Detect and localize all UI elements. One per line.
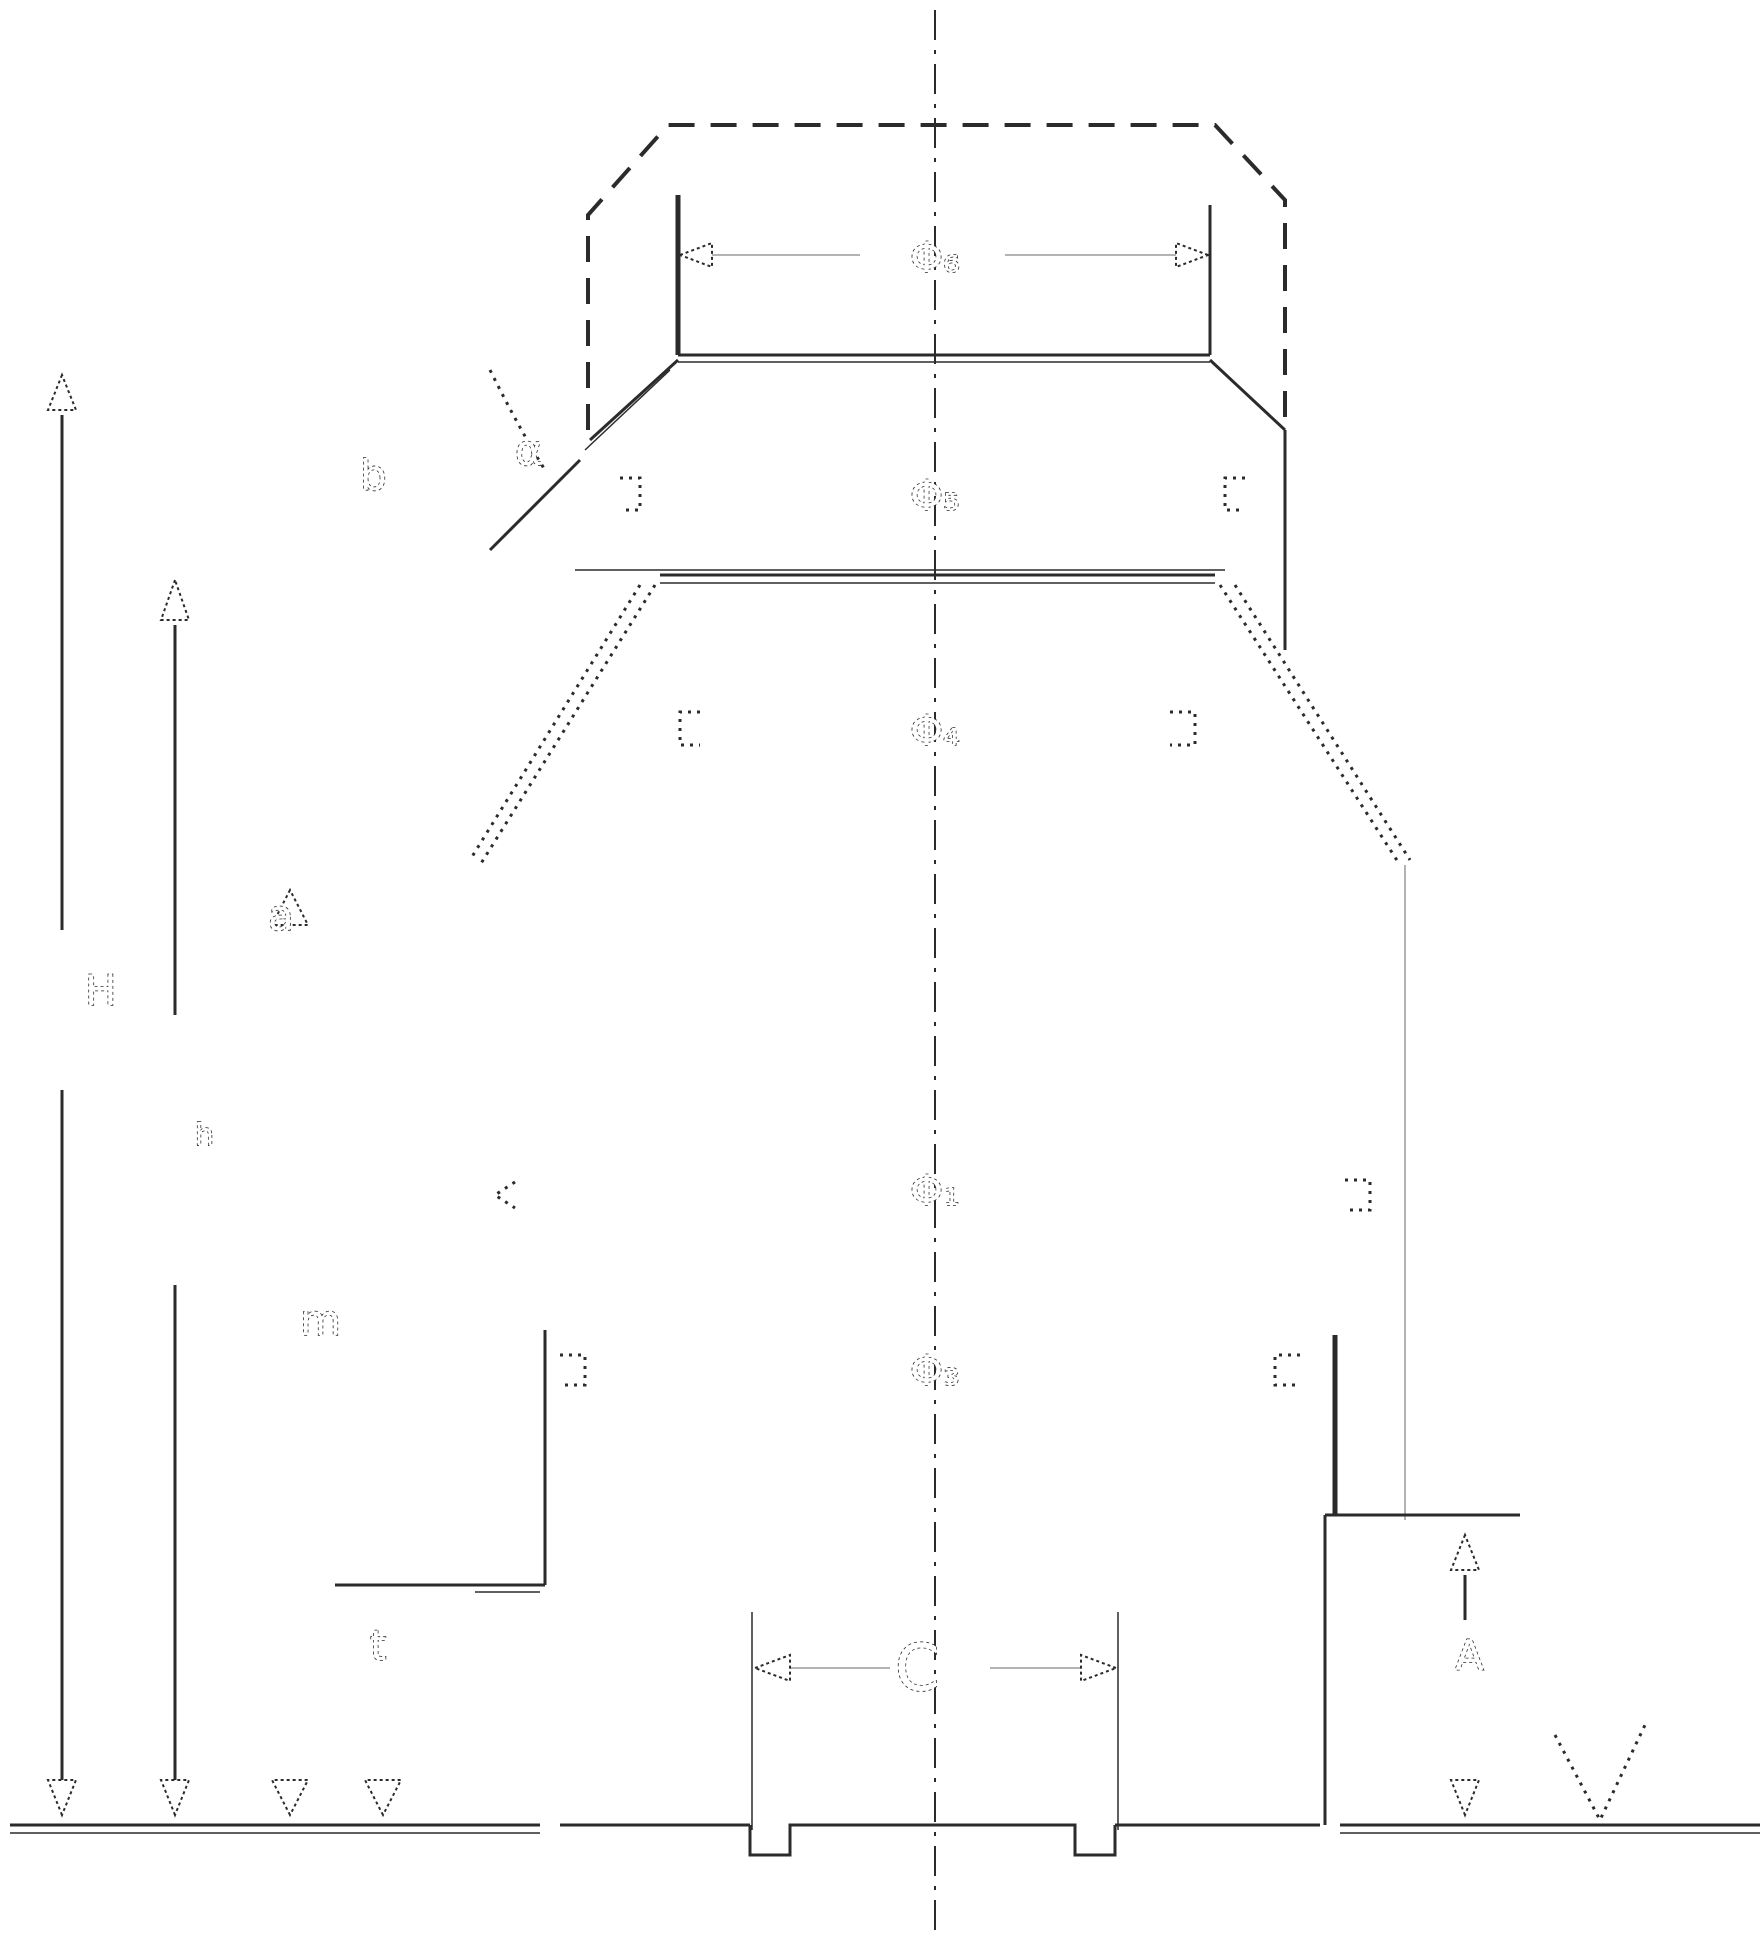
dim-A [1449,1532,1481,1818]
top-width-dimension [677,241,1211,269]
upper-cone [584,358,1287,650]
label-height-outer: H [85,966,117,1015]
label-section-3: Φ₃ [910,1346,960,1395]
label-dim-b: b [360,451,387,500]
label-dim-a: a [268,891,294,940]
section-4-markers [678,710,1197,747]
label-section-1: Φ₁ [910,1166,960,1215]
label-top-width: Φ₆ [910,233,960,282]
base-line [10,1724,1760,1857]
label-dim-A: A [1455,1631,1484,1680]
main-body-left [335,1330,547,1593]
tangent-line [488,458,582,552]
label-height-inner: h [195,1118,214,1153]
small-dims-left [270,887,403,1818]
main-body-right [1323,865,1520,1825]
opening-dimension [751,1612,1119,1830]
label-section-5: Φ₅ [910,471,960,520]
height-dimension-inner [159,576,191,1818]
label-dim-m: m [300,1296,341,1345]
top-cylinder [675,195,1212,363]
lower-cone [468,584,1412,866]
label-opening: C [895,1632,940,1706]
shoulder-line [575,569,1225,584]
height-dimension-outer [46,372,78,1818]
label-section-4: Φ₄ [910,706,960,755]
label-dim-t: t [370,1621,386,1670]
label-angle: α [515,426,543,475]
hidden-outline-top [586,123,1287,430]
section-5-markers [620,476,1245,512]
